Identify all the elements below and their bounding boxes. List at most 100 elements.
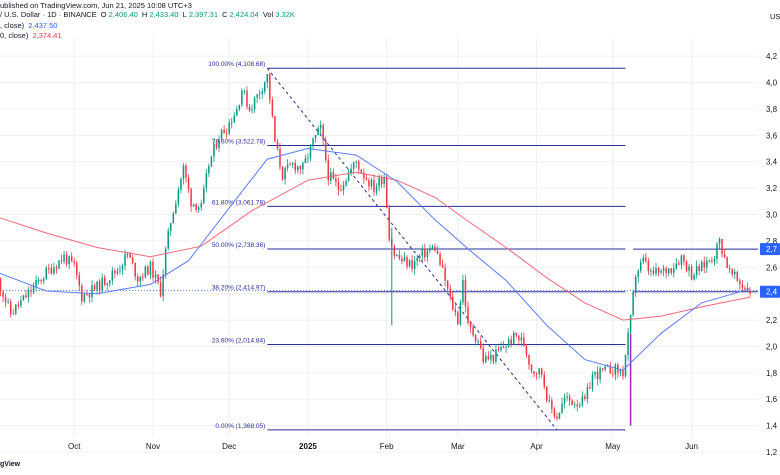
- candle-body: [741, 284, 744, 288]
- candle-body: [291, 162, 294, 165]
- candle-body: [53, 267, 55, 274]
- candle-body: [657, 267, 660, 273]
- candle-body: [573, 404, 576, 406]
- candle-body: [520, 337, 523, 341]
- candle-body: [487, 356, 490, 360]
- candle-body: [629, 314, 632, 333]
- candle-body: [652, 270, 655, 274]
- candle-body: [695, 265, 698, 275]
- candle-body: [144, 266, 147, 278]
- candle-body: [398, 255, 401, 259]
- candle-body: [88, 294, 91, 298]
- candle-body: [152, 261, 154, 278]
- moving-averages: [0, 147, 751, 371]
- candle-body: [365, 178, 368, 181]
- candle-body: [363, 172, 365, 179]
- candle-body: [218, 139, 220, 148]
- candle-body: [98, 281, 101, 291]
- candle-body: [408, 260, 411, 267]
- candle-body: [7, 301, 9, 303]
- candle-body: [159, 282, 162, 297]
- tradingview-brand: gView: [0, 461, 20, 468]
- candle-body: [622, 370, 624, 377]
- candle-body: [383, 176, 385, 184]
- candle-body: [169, 223, 172, 231]
- ma200-line: [0, 171, 751, 321]
- candle-body: [563, 397, 566, 404]
- candle-body: [688, 266, 690, 271]
- candle-body: [393, 246, 396, 256]
- candle-body: [225, 133, 228, 135]
- candle-body: [426, 250, 429, 257]
- candle-body: [116, 271, 119, 274]
- candle-body: [490, 354, 492, 360]
- candle-body: [441, 264, 444, 268]
- candle-body: [75, 263, 78, 276]
- candle-body: [192, 204, 195, 207]
- candle-body: [683, 255, 685, 262]
- candle-body: [91, 285, 93, 298]
- candle-body: [180, 179, 182, 190]
- ohlc-close-key: C: [222, 10, 228, 19]
- currency-text: US: [770, 12, 780, 21]
- candle-body: [675, 263, 678, 269]
- candle-body: [167, 230, 169, 249]
- candle-body: [581, 396, 584, 406]
- ma200-legend[interactable]: 0, close) 2,374.41: [0, 31, 64, 40]
- candle-body: [706, 260, 708, 268]
- ma50-legend[interactable]: , close) 2,437.50: [0, 21, 59, 30]
- candle-body: [114, 270, 116, 274]
- candle-body: [378, 177, 380, 187]
- ma50-label: , close): [0, 21, 25, 30]
- fib-level-label: 78.60% (3,522.78): [212, 139, 265, 146]
- candle-body: [40, 279, 42, 282]
- x-tick-label: Apr: [530, 442, 543, 451]
- candle-body: [50, 268, 53, 274]
- candle-body: [723, 253, 726, 258]
- candle-body: [314, 135, 317, 139]
- ma200-value: 2,374.41: [32, 31, 62, 40]
- candle-body: [162, 274, 164, 297]
- candle-body: [177, 189, 180, 204]
- candle-body: [111, 270, 114, 281]
- candle-body: [30, 290, 32, 293]
- candle-body: [551, 400, 553, 409]
- candle-body: [154, 274, 157, 278]
- candle-body: [477, 341, 479, 343]
- candle-body: [22, 295, 25, 301]
- channel-price-label: 2,7: [766, 245, 778, 254]
- candle-body: [213, 144, 215, 157]
- candle-body: [673, 268, 675, 273]
- candle-body: [289, 164, 291, 166]
- candle-body: [731, 269, 733, 275]
- fib-trend-line: [266, 67, 558, 431]
- candle-body: [276, 141, 279, 149]
- candle-body: [680, 255, 683, 265]
- candle-body: [370, 179, 373, 187]
- candle-body: [576, 404, 579, 407]
- candle-body: [42, 278, 45, 282]
- candle-body: [418, 255, 421, 259]
- candle-body: [195, 204, 197, 211]
- candle-body: [464, 279, 467, 307]
- candle-body: [78, 275, 81, 286]
- candle-body: [347, 173, 350, 182]
- candle-body: [721, 238, 723, 254]
- fib-level-label: 0.00% (1,368.05): [215, 423, 265, 430]
- candle-body: [413, 261, 416, 270]
- candle-body: [32, 286, 35, 293]
- candle-body: [241, 90, 243, 105]
- candle-body: [558, 412, 561, 419]
- candle-body: [510, 339, 512, 345]
- candle-body: [523, 337, 525, 347]
- candle-body: [256, 94, 258, 98]
- candle-body: [304, 158, 307, 163]
- candle-body: [182, 165, 185, 180]
- candle-body: [302, 162, 304, 170]
- candle-body: [568, 396, 571, 401]
- ma50-value: 2,437.50: [28, 21, 58, 30]
- candle-body: [749, 291, 751, 294]
- candle-body: [690, 266, 693, 280]
